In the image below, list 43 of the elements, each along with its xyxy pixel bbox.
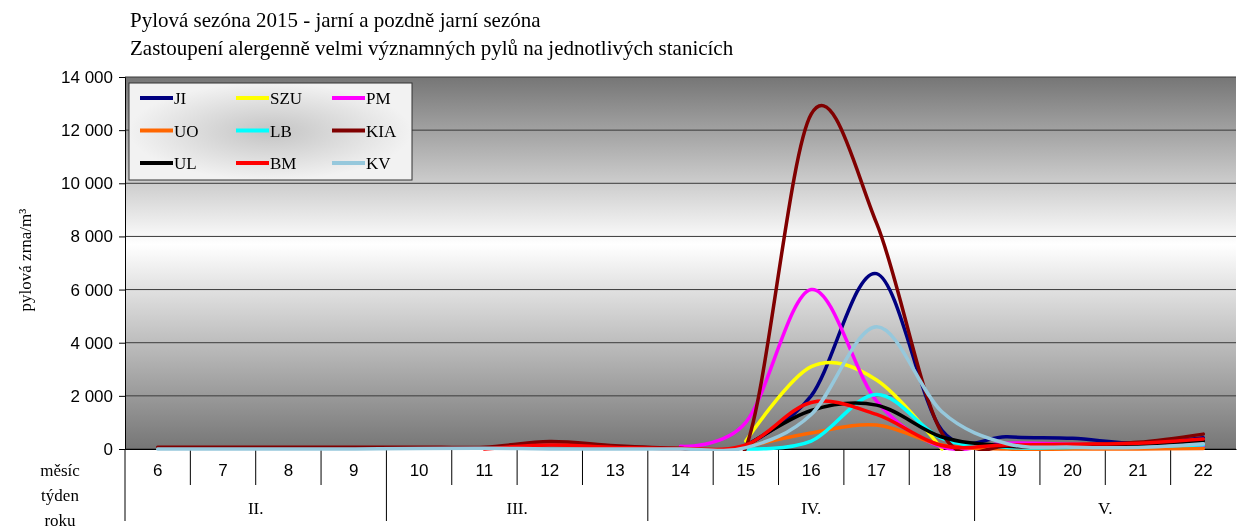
x-tick-label: 11	[475, 461, 494, 481]
x-tick-label: 18	[932, 461, 952, 481]
legend-label: JI	[174, 89, 187, 108]
line-series	[155, 325, 1206, 451]
x-tick-label: 8	[283, 461, 294, 481]
x-tick-label: 21	[1128, 461, 1148, 481]
x-tick-label: 19	[997, 461, 1017, 481]
x-tick-label: 15	[736, 461, 756, 481]
x-tick-label: 17	[867, 461, 887, 481]
x-tick-label: 20	[1063, 461, 1083, 481]
chart-title: Pylová sezóna 2015 - jarní a pozdně jarní sezóna	[130, 8, 542, 32]
text: II.	[247, 499, 264, 518]
y-tick-label: 4 000	[70, 333, 113, 353]
x-tick-label: 16	[801, 461, 821, 481]
legend-label: UO	[174, 121, 199, 141]
x-tick-label: 7	[218, 461, 228, 481]
y-tick-label: 14 000	[61, 67, 113, 87]
x-tick-label: 9	[349, 461, 359, 481]
y-tick-label: 2 000	[70, 386, 113, 406]
chart-subtitle: Zastoupení alergenně velmi významných pylů na jednotlivých stanicích	[130, 36, 734, 60]
y-tick-label: 8 000	[70, 227, 113, 247]
x-tick-label: 10	[409, 461, 429, 481]
y-tick-label: 0	[103, 439, 113, 459]
x-axis-title: měsíc týden roku	[40, 461, 81, 529]
y-axis-title: pylová zrna/m³	[16, 208, 35, 312]
x-tick-label: 14	[671, 461, 690, 481]
x-tick-label: 6	[152, 461, 163, 481]
legend-label: SZU	[270, 89, 303, 108]
x-tick-label: 22	[1193, 461, 1213, 481]
legend-label: BM	[270, 154, 297, 173]
text: III.	[506, 499, 528, 518]
x-tick-label: 12	[540, 461, 560, 481]
legend-label: PM	[366, 89, 391, 108]
y-tick-label: 6 000	[70, 280, 113, 300]
legend-label: UL	[174, 154, 197, 173]
text: V.	[1098, 499, 1113, 518]
legend-label: LB	[270, 121, 292, 141]
legend-label: KV	[366, 154, 392, 173]
legend-label: KIA	[366, 121, 397, 141]
text: IV.	[801, 499, 822, 518]
y-tick-label: 10 000	[61, 174, 113, 194]
x-tick-label: 13	[605, 461, 625, 481]
y-tick-label: 12 000	[61, 121, 113, 141]
